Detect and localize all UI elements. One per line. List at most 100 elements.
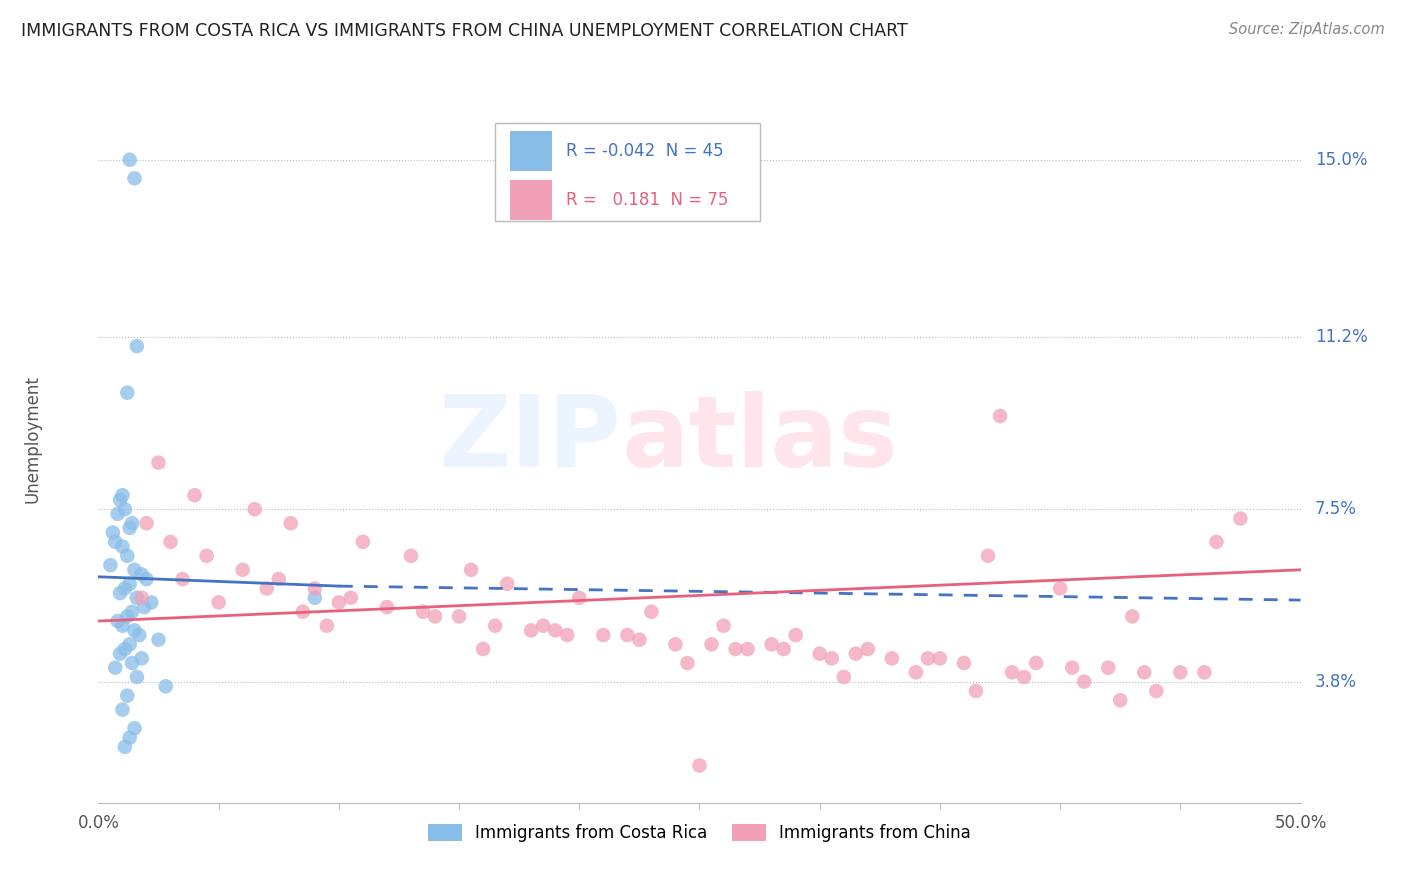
Point	[340, 591, 363, 605]
Point	[676, 656, 699, 670]
Point	[107, 507, 129, 521]
Point	[125, 591, 148, 605]
Point	[117, 689, 139, 703]
Point	[159, 534, 181, 549]
Point	[399, 549, 422, 563]
Point	[713, 618, 735, 632]
Text: Unemployment: Unemployment	[24, 376, 41, 503]
Point	[208, 595, 231, 609]
Point	[1205, 534, 1227, 549]
Text: 3.8%: 3.8%	[1315, 673, 1357, 690]
Point	[1001, 665, 1024, 680]
Point	[131, 567, 153, 582]
Point	[107, 614, 129, 628]
Point	[232, 563, 254, 577]
Point	[118, 521, 141, 535]
Point	[1121, 609, 1143, 624]
Point	[845, 647, 868, 661]
Point	[1073, 674, 1095, 689]
Point	[1025, 656, 1047, 670]
Point	[315, 618, 337, 632]
Point	[124, 171, 146, 186]
Point	[100, 558, 122, 573]
Point	[121, 605, 143, 619]
Text: 7.5%: 7.5%	[1315, 500, 1357, 518]
Point	[761, 637, 783, 651]
Point	[1229, 511, 1251, 525]
Point	[1170, 665, 1192, 680]
Point	[124, 624, 146, 638]
Point	[1194, 665, 1216, 680]
Point	[114, 739, 136, 754]
Point	[1144, 684, 1167, 698]
Point	[304, 591, 326, 605]
Point	[121, 516, 143, 531]
Point	[616, 628, 638, 642]
Point	[183, 488, 205, 502]
Point	[472, 642, 495, 657]
Point	[520, 624, 543, 638]
Point	[977, 549, 1000, 563]
Point	[737, 642, 759, 657]
Point	[131, 591, 153, 605]
Point	[124, 563, 146, 577]
Point	[928, 651, 950, 665]
Point	[108, 647, 131, 661]
Point	[256, 582, 278, 596]
Point	[111, 618, 134, 632]
Point	[135, 516, 157, 531]
Point	[117, 385, 139, 400]
Point	[544, 624, 567, 638]
Point	[1109, 693, 1132, 707]
Point	[108, 492, 131, 507]
Point	[304, 582, 326, 596]
Point	[724, 642, 747, 657]
Point	[821, 651, 844, 665]
Point	[101, 525, 124, 540]
Bar	[509, 130, 551, 170]
Point	[447, 609, 470, 624]
Point	[148, 456, 170, 470]
Point	[111, 488, 134, 502]
FancyBboxPatch shape	[495, 123, 759, 221]
Point	[628, 632, 651, 647]
Point	[568, 591, 591, 605]
Point	[328, 595, 350, 609]
Point	[114, 582, 136, 596]
Point	[856, 642, 879, 657]
Point	[128, 628, 150, 642]
Text: R = -0.042  N = 45: R = -0.042 N = 45	[567, 142, 724, 160]
Point	[172, 572, 194, 586]
Point	[118, 637, 141, 651]
Point	[412, 605, 434, 619]
Point	[832, 670, 855, 684]
Bar	[509, 179, 551, 219]
Point	[148, 632, 170, 647]
Text: atlas: atlas	[621, 391, 898, 488]
Point	[155, 679, 177, 693]
Point	[1049, 582, 1071, 596]
Point	[124, 721, 146, 735]
Point	[1097, 660, 1119, 674]
Point	[291, 605, 314, 619]
Text: Source: ZipAtlas.com: Source: ZipAtlas.com	[1229, 22, 1385, 37]
Point	[111, 703, 134, 717]
Point	[352, 534, 374, 549]
Point	[904, 665, 927, 680]
Point	[132, 600, 155, 615]
Text: 15.0%: 15.0%	[1315, 151, 1368, 169]
Text: IMMIGRANTS FROM COSTA RICA VS IMMIGRANTS FROM CHINA UNEMPLOYMENT CORRELATION CHA: IMMIGRANTS FROM COSTA RICA VS IMMIGRANTS…	[21, 22, 908, 40]
Point	[117, 609, 139, 624]
Text: 11.2%: 11.2%	[1315, 327, 1368, 346]
Point	[118, 576, 141, 591]
Text: R =   0.181  N = 75: R = 0.181 N = 75	[567, 191, 728, 209]
Point	[118, 731, 141, 745]
Point	[917, 651, 939, 665]
Point	[785, 628, 807, 642]
Point	[555, 628, 578, 642]
Point	[880, 651, 903, 665]
Point	[114, 502, 136, 516]
Point	[484, 618, 506, 632]
Point	[267, 572, 290, 586]
Point	[496, 576, 519, 591]
